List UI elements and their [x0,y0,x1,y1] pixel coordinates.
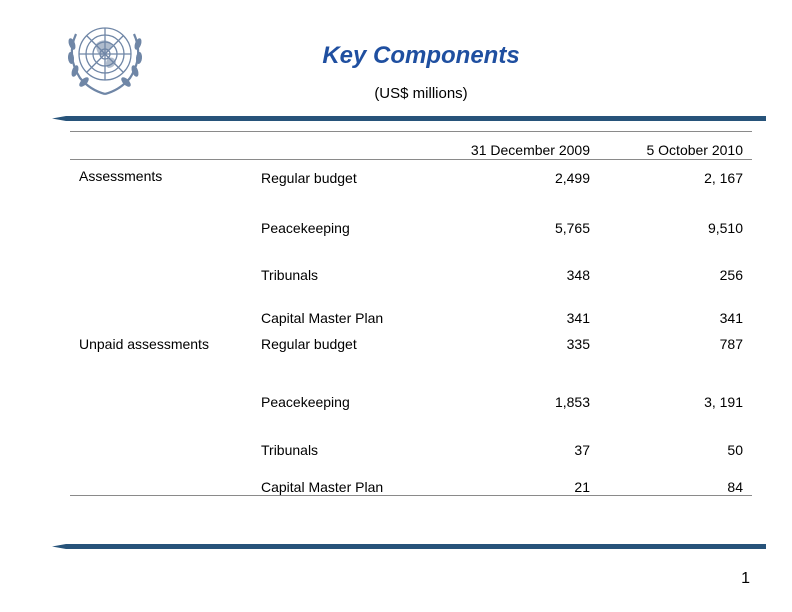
row-value-2010: 84 [727,479,743,495]
row-item: Capital Master Plan [261,479,384,495]
row-value-2010: 9,510 [707,220,743,236]
row-item: Peacekeeping [261,220,350,236]
row-value-2010: 50 [727,442,743,458]
row-value-2010: 341 [719,310,743,326]
table-header-line [70,159,752,160]
column-header-2009: 31 December 2009 [470,142,590,158]
un-emblem-icon [60,14,150,104]
bottom-divider [52,543,766,550]
column-header-2010: 5 October 2010 [646,142,743,158]
row-item: Peacekeeping [261,394,350,410]
slide-title: Key Components [322,42,520,69]
row-value-2009: 341 [566,310,590,326]
row-value-2009: 37 [574,442,590,458]
row-value-2010: 2, 167 [704,170,743,186]
group-label-assessments: Assessments [79,168,163,184]
row-value-2009: 1,853 [554,394,590,410]
row-value-2009: 2,499 [554,170,590,186]
group-label-unpaid-assessments: Unpaid assessments [79,336,209,352]
row-value-2009: 5,765 [554,220,590,236]
row-value-2009: 21 [574,479,590,495]
row-value-2009: 335 [566,336,590,352]
row-item: Tribunals [261,442,319,458]
top-divider [52,115,766,122]
slide-subtitle: (US$ millions) [374,85,468,102]
row-value-2010: 787 [719,336,743,352]
table-top-line [70,131,752,132]
row-item: Capital Master Plan [261,310,384,326]
row-item: Regular budget [261,170,357,186]
row-value-2010: 3, 191 [704,394,743,410]
row-item: Regular budget [261,336,357,352]
row-item: Tribunals [261,267,319,283]
page-number: 1 [741,570,750,587]
table-bottom-line [70,495,752,496]
row-value-2010: 256 [719,267,743,283]
row-value-2009: 348 [566,267,590,283]
